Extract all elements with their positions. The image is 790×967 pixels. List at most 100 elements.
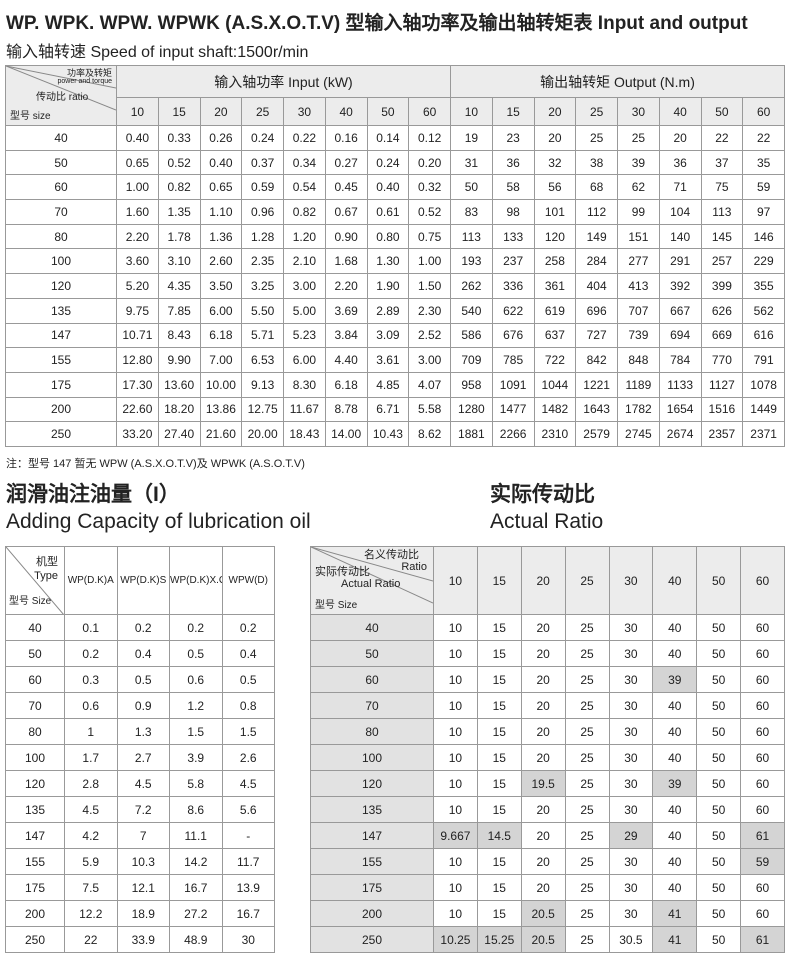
value-cell: 0.2 xyxy=(221,614,275,641)
input-cell: 5.20 xyxy=(116,273,159,299)
ratio-cell: 15 xyxy=(476,874,522,901)
ratio-cell: 50 xyxy=(696,926,742,953)
corner-cell: 功率及转矩 power and torque 传动比 ratio 型号 size xyxy=(5,65,117,126)
output-cell: 1449 xyxy=(742,396,785,423)
size-cell: 100 xyxy=(310,744,434,771)
input-cell: 12.75 xyxy=(241,396,284,423)
input-cell: 0.16 xyxy=(324,125,368,151)
input-cell: 0.75 xyxy=(408,223,451,250)
size-cell: 50 xyxy=(5,149,117,176)
output-cell: 2579 xyxy=(575,421,618,447)
input-cell: 0.40 xyxy=(366,174,410,201)
ratio-cell: 20 xyxy=(520,666,566,693)
output-cell: 284 xyxy=(575,248,618,275)
output-cell: 616 xyxy=(742,322,785,349)
output-cell: 262 xyxy=(450,273,493,299)
ratio-header: 20 xyxy=(199,97,243,126)
ratio-cell: 15 xyxy=(476,666,522,693)
value-cell: 4.2 xyxy=(64,822,118,849)
output-cell: 50 xyxy=(450,174,493,201)
corner-label: Ratio xyxy=(401,561,427,573)
input-cell: 1.30 xyxy=(366,248,410,275)
size-cell: 60 xyxy=(5,666,65,693)
ratio-header: 20 xyxy=(533,97,577,126)
input-cell: 0.52 xyxy=(408,199,451,225)
output-cell: 2310 xyxy=(533,421,577,447)
input-cell: 0.52 xyxy=(157,149,201,176)
data-row: 80 10 15 20 25 30 40 50 60 xyxy=(310,718,785,745)
data-row: 147 4.2 7 11.1- xyxy=(5,822,275,849)
value-cell: 2.8 xyxy=(64,770,118,797)
input-cell: 5.58 xyxy=(408,396,451,423)
corner-diagonal xyxy=(311,547,433,604)
ratio-cell: 20 xyxy=(520,640,566,667)
input-cell: 0.22 xyxy=(283,125,326,151)
oil-title: 润滑油注油量（I） xyxy=(6,483,180,506)
output-cell: 62 xyxy=(617,174,660,201)
corner-label: 功率及转矩 xyxy=(66,68,112,78)
corner-diagonal xyxy=(6,66,116,111)
ratio-cell: 29 xyxy=(608,822,654,849)
data-row: 135 4.5 7.2 8.6 5.6 xyxy=(5,796,275,823)
ratio-cell: 10 xyxy=(433,900,478,927)
ratio-cell: 30 xyxy=(608,770,654,797)
input-cell: 0.67 xyxy=(324,199,368,225)
output-cell: 36 xyxy=(491,149,535,176)
output-cell: 35 xyxy=(742,149,785,176)
output-cell: 1044 xyxy=(533,371,577,398)
ratio-cell: 25 xyxy=(564,692,610,719)
value-cell: 22 xyxy=(64,926,118,953)
corner-label: 名义传动比 xyxy=(364,549,419,561)
input-cell: 17.30 xyxy=(116,371,159,398)
oil-table: 机型 Type 型号 Size WP(D.K)A WP(D.K)S WP(D.K)X.O W… xyxy=(5,546,275,953)
value-cell: 1.3 xyxy=(116,718,170,745)
input-cell: 3.10 xyxy=(157,248,201,275)
size-cell: 155 xyxy=(5,347,117,373)
input-cell: 0.61 xyxy=(366,199,410,225)
size-cell: 175 xyxy=(5,371,117,398)
input-cell: 0.40 xyxy=(116,125,159,151)
value-cell: 2.6 xyxy=(221,744,275,771)
output-cell: 784 xyxy=(658,347,702,373)
value-cell: 0.2 xyxy=(116,614,170,641)
input-cell: 20.00 xyxy=(241,421,284,447)
output-cell: 151 xyxy=(617,223,660,250)
ratio-cell: 60 xyxy=(740,900,785,927)
ratio-cell: 40 xyxy=(652,822,698,849)
value-cell: 0.9 xyxy=(116,692,170,719)
ratio-cell: 50 xyxy=(696,666,742,693)
input-cell: 2.52 xyxy=(408,322,451,349)
ratio-cell: 25 xyxy=(564,796,610,823)
output-cell: 22 xyxy=(742,125,785,151)
input-cell: 0.40 xyxy=(199,149,243,176)
ratio-cell: 30 xyxy=(608,666,654,693)
data-row: 155 10 15 20 25 30 40 50 59 xyxy=(310,848,785,875)
ratio-cell: 50 xyxy=(696,796,742,823)
ratio-cell: 50 xyxy=(696,900,742,927)
output-cell: 727 xyxy=(575,322,618,349)
output-cell: 626 xyxy=(700,297,744,324)
size-cell: 155 xyxy=(310,848,434,875)
input-cell: 8.43 xyxy=(157,322,201,349)
size-cell: 120 xyxy=(310,770,434,797)
size-cell: 135 xyxy=(5,796,65,823)
input-cell: 33.20 xyxy=(116,421,159,447)
value-cell: 4.5 xyxy=(221,770,275,797)
value-cell: 8.6 xyxy=(169,796,223,823)
value-cell: 7.2 xyxy=(116,796,170,823)
ratio-cell: 60 xyxy=(740,666,785,693)
column-header: 15 xyxy=(476,546,522,615)
output-cell: 56 xyxy=(533,174,577,201)
ratio-cell: 10 xyxy=(433,692,478,719)
data-row: 200 10 15 20.5 25 30 41 50 60 xyxy=(310,900,785,927)
value-cell: 14.2 xyxy=(169,848,223,875)
ratio-cell: 60 xyxy=(740,718,785,745)
input-cell: 6.00 xyxy=(283,347,326,373)
input-cell: 9.13 xyxy=(241,371,284,398)
output-cell: 39 xyxy=(617,149,660,176)
value-cell: 11.7 xyxy=(221,848,275,875)
value-cell: 5.9 xyxy=(64,848,118,875)
data-row: 135 10 15 20 25 30 40 50 60 xyxy=(310,796,785,823)
output-cell: 619 xyxy=(533,297,577,324)
output-cell: 336 xyxy=(491,273,535,299)
